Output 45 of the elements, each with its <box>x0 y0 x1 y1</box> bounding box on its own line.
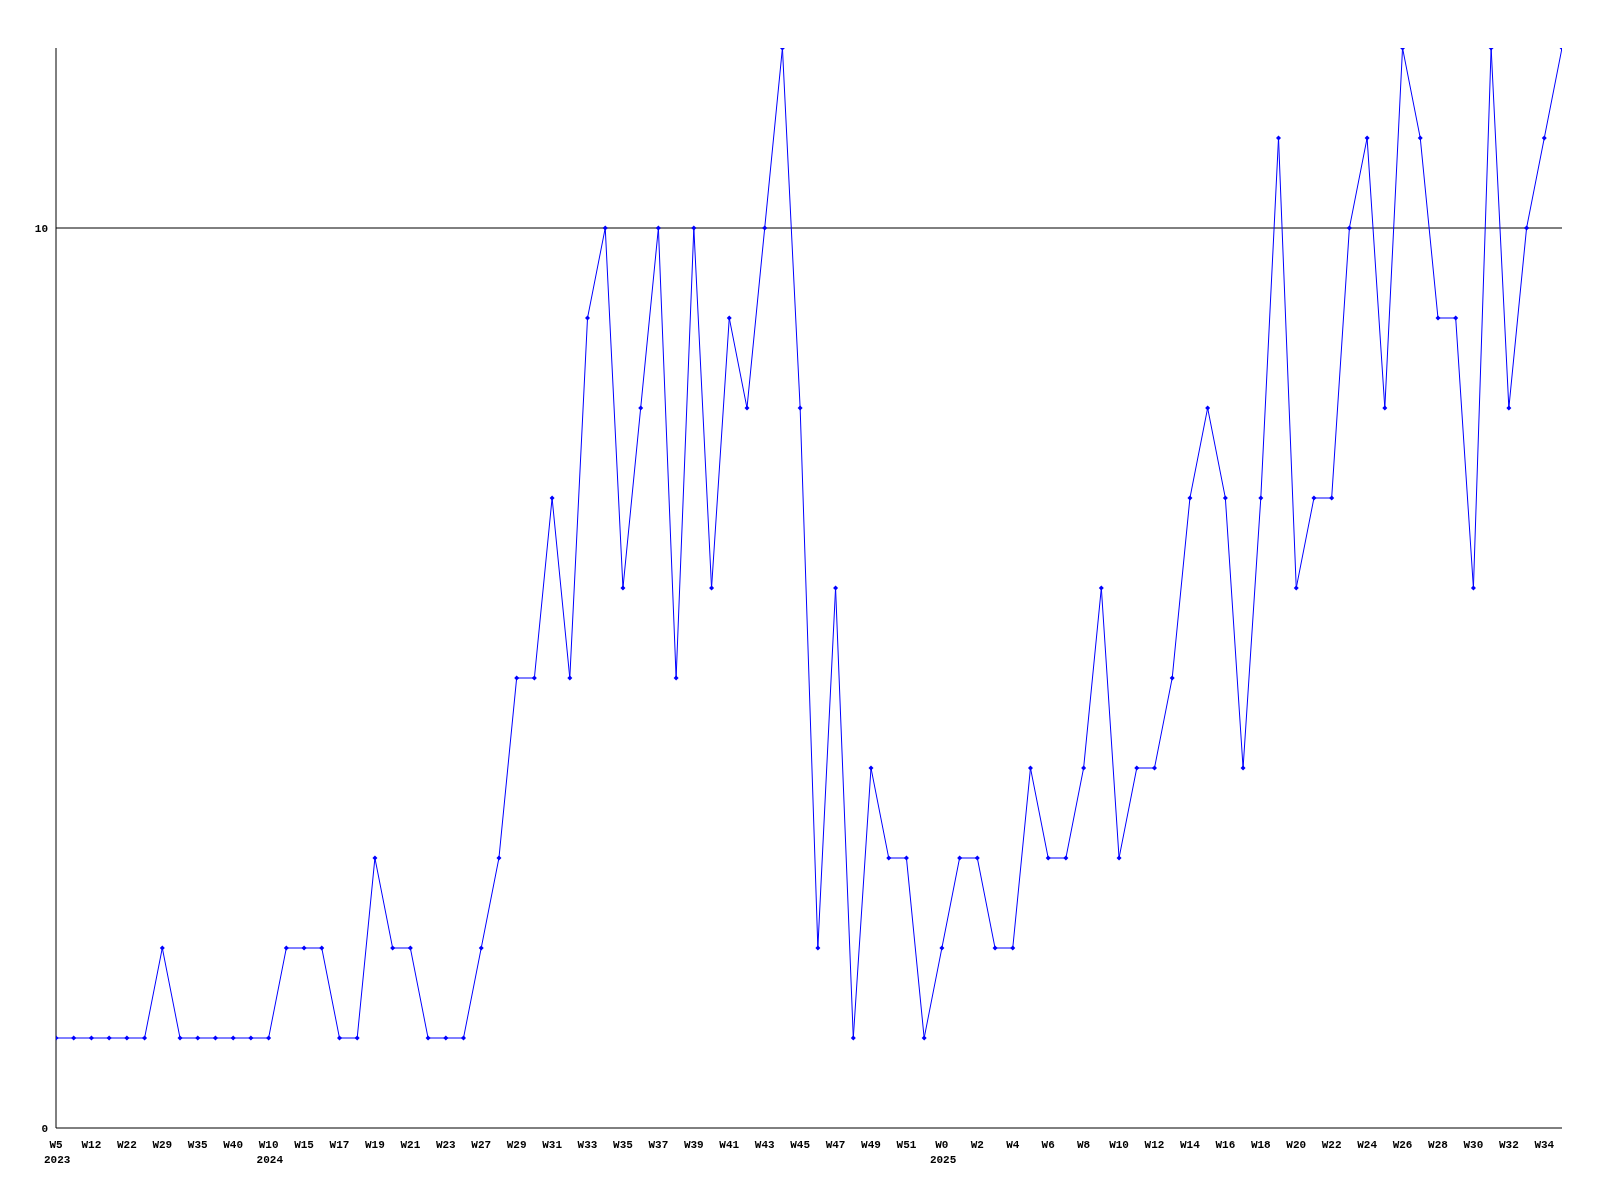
x-tick-label: W40 <box>223 1139 244 1151</box>
x-tick-label: W22 <box>1321 1139 1342 1151</box>
x-tick-label: W39 <box>683 1139 704 1151</box>
x-tick-label: W27 <box>471 1139 492 1151</box>
x-tick-label: W0 2025 <box>929 1139 957 1166</box>
x-tick-label: W14 <box>1180 1139 1201 1151</box>
x-tick-label: W33 <box>577 1139 598 1151</box>
x-tick-label: W32 <box>1498 1139 1519 1151</box>
x-tick-label: W28 <box>1428 1139 1449 1151</box>
y-tick-label: 10 <box>34 222 48 235</box>
x-tick-label: W43 <box>754 1139 775 1151</box>
x-tick-label: W20 <box>1286 1139 1307 1151</box>
x-tick-label: W24 <box>1357 1139 1378 1151</box>
x-tick-label: W51 <box>896 1139 917 1151</box>
x-tick-label: W15 <box>294 1139 315 1151</box>
x-tick-label: W30 <box>1463 1139 1484 1151</box>
y-tick-label: 0 <box>41 1122 48 1135</box>
x-tick-label: W47 <box>825 1139 846 1151</box>
x-tick-label: W29 <box>506 1139 527 1151</box>
x-tick-label: W35 <box>187 1139 209 1151</box>
x-tick-label: W34 <box>1534 1139 1555 1151</box>
x-tick-label: W23 <box>435 1139 457 1151</box>
x-tick-label: W6 <box>1041 1139 1055 1151</box>
x-tick-label: W26 <box>1392 1139 1413 1151</box>
x-tick-label: W16 <box>1215 1139 1236 1151</box>
x-tick-label: W18 <box>1250 1139 1272 1151</box>
x-tick-label: W45 <box>790 1139 811 1151</box>
x-tick-label: W4 <box>1006 1139 1020 1151</box>
x-tick-label: W12 <box>81 1139 102 1151</box>
x-tick-label: W12 <box>1144 1139 1165 1151</box>
x-tick-label: W17 <box>329 1139 350 1151</box>
x-tick-label: W19 <box>365 1139 385 1151</box>
x-tick-label: W2 <box>970 1139 984 1151</box>
x-tick-label: W21 <box>400 1139 421 1151</box>
x-tick-label: W41 <box>719 1139 740 1151</box>
x-tick-label: W8 <box>1077 1139 1091 1151</box>
x-tick-label: W31 <box>542 1139 563 1151</box>
x-tick-label: W49 <box>861 1139 881 1151</box>
x-tick-label: W22 <box>116 1139 137 1151</box>
x-tick-label: W10 2024 <box>256 1139 284 1166</box>
x-tick-label: W5 2023 <box>44 1139 71 1166</box>
x-tick-label: W35 <box>613 1139 634 1151</box>
x-tick-label: W29 <box>152 1139 173 1151</box>
x-tick-label: W10 <box>1109 1139 1129 1151</box>
x-tick-label: W37 <box>648 1139 669 1151</box>
